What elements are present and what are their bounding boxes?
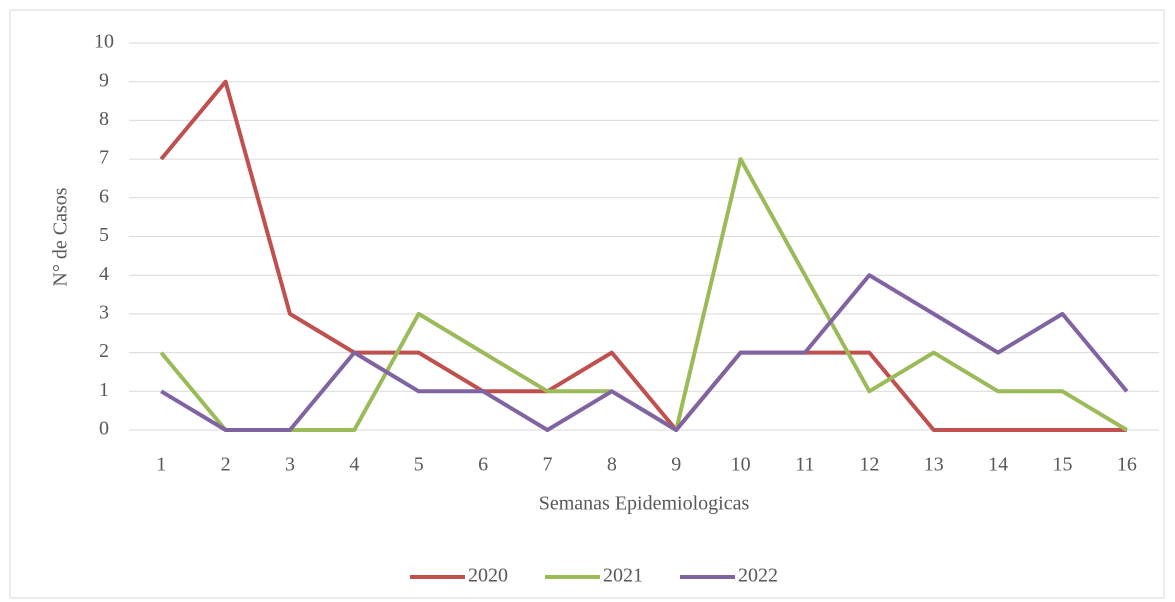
legend-label: 2022 [738,565,778,587]
x-tick-label: 10 [731,454,751,476]
x-tick-label: 13 [924,454,944,476]
y-tick-label: 1 [99,379,109,401]
x-tick-label: 5 [414,454,424,476]
y-tick-label: 9 [99,69,109,91]
x-tick-label: 4 [349,454,359,476]
legend-label: 2021 [603,565,643,587]
x-tick-label: 7 [542,454,552,476]
series-line [159,79,1127,432]
y-tick-label: 6 [99,185,109,207]
x-tick-label: 9 [671,454,681,476]
y-tick-label: 5 [99,224,109,246]
x-tick-label: 12 [859,454,879,476]
x-tick-label: 14 [988,454,1008,476]
x-axis-title: Semanas Epidemiologicas [539,493,750,515]
x-tick-label: 8 [607,454,617,476]
x-tick-label: 1 [156,454,166,476]
y-tick-label: 0 [99,418,109,440]
x-tick-label: 3 [285,454,295,476]
series-line [160,273,1129,432]
y-tick-label: 4 [99,263,109,285]
x-tick-label: 6 [478,454,488,476]
y-tick-label: 8 [99,108,109,130]
x-tick-label: 11 [795,454,814,476]
y-tick-label: 10 [94,31,114,53]
y-tick-label: 3 [99,301,109,323]
x-tick-label: 15 [1052,454,1072,476]
x-tick-label: 2 [221,454,231,476]
y-axis-title: N° de Casos [50,187,72,286]
x-tick-label: 16 [1117,454,1137,476]
y-tick-label: 2 [99,340,109,362]
y-tick-label: 7 [99,147,109,169]
legend-label: 2020 [468,565,508,587]
